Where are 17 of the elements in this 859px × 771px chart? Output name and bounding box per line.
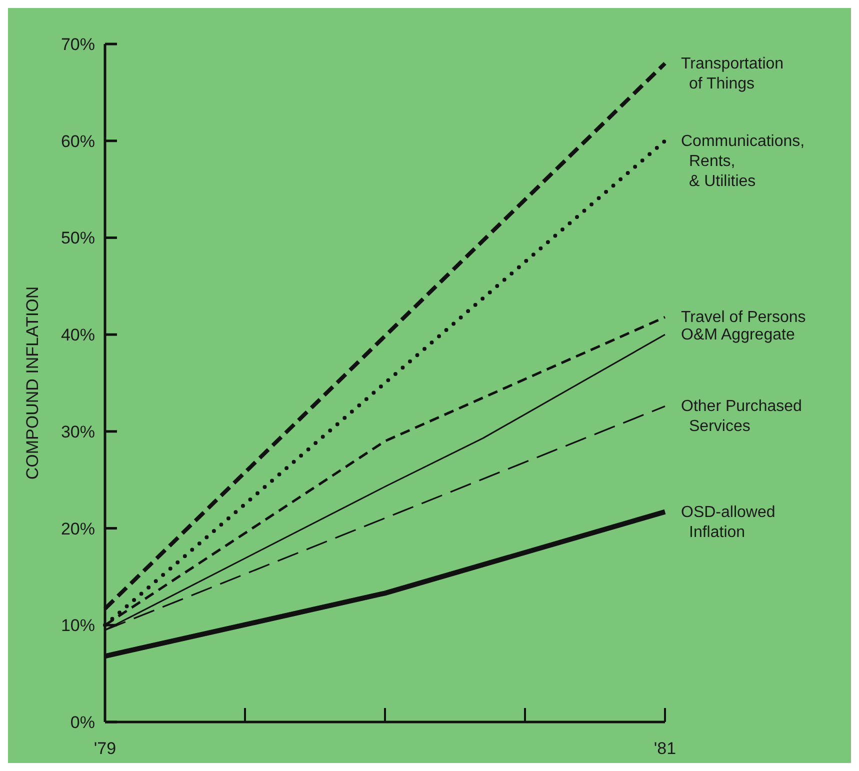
y-tick-label: 50%	[60, 228, 95, 248]
series-label: Other Purchased Services	[681, 398, 802, 436]
y-axis-title: COMPOUND INFLATION	[23, 286, 42, 480]
y-tick-label: 70%	[60, 35, 95, 54]
x-tick-label: '81	[654, 739, 676, 758]
y-tick-label: 10%	[60, 616, 95, 636]
y-tick-label: 60%	[60, 132, 95, 151]
y-tick-label: 20%	[60, 519, 95, 538]
series-label: Travel of Persons	[681, 309, 806, 326]
series-label: O&M Aggregate	[681, 326, 795, 344]
y-tick-label: 0%	[70, 713, 95, 732]
x-tick-label: '79	[94, 739, 116, 758]
series-label: OSD-allowed Inflation	[681, 504, 776, 541]
y-tick-label: 30%	[60, 422, 95, 442]
series-label: Communications, Rents, & Utilities	[681, 132, 805, 190]
series-label: Transportation of Things	[681, 55, 784, 92]
y-tick-label: 40%	[60, 326, 95, 345]
